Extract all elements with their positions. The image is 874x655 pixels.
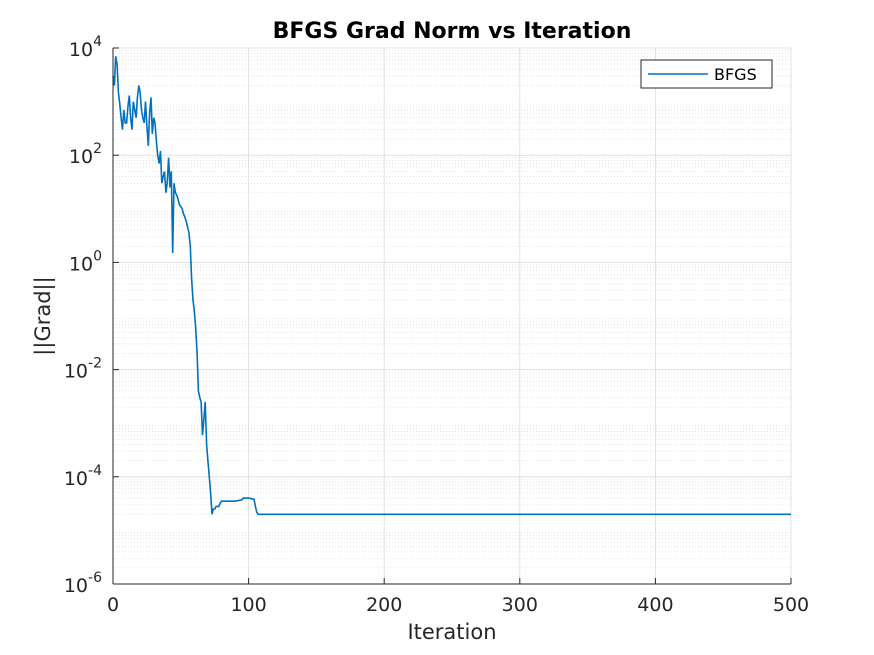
y-tick-label: 10-6 [64,570,102,597]
y-tick-label: 100 [69,248,102,275]
x-tick-label: 300 [502,594,538,616]
x-tick-labels: 0 100 200 300 400 500 [107,594,809,616]
x-tick-label: 0 [107,594,119,616]
series-layer [112,56,791,516]
x-tick-label: 400 [637,594,673,616]
y-tick-label: 10-2 [64,356,102,383]
x-axis-label: Iteration [407,620,496,644]
axes-frame [112,47,792,585]
series-line-bfgs [112,56,791,516]
x-tick-label: 500 [773,594,809,616]
y-tick-label: 10-4 [64,463,102,490]
chart-title: BFGS Grad Norm vs Iteration [273,19,632,44]
y-tick-label: 104 [69,34,102,61]
x-tick-label: 100 [230,594,266,616]
minor-grid [113,50,791,569]
plot-area [113,48,791,584]
legend: BFGS [640,59,773,89]
legend-label-bfgs: BFGS [714,65,757,84]
y-axis-label: ||Grad|| [31,276,56,355]
y-tick-label: 102 [69,141,102,168]
x-tick-label: 200 [366,594,402,616]
y-tick-labels: 10-6 10-4 10-2 100 102 104 [64,34,102,597]
